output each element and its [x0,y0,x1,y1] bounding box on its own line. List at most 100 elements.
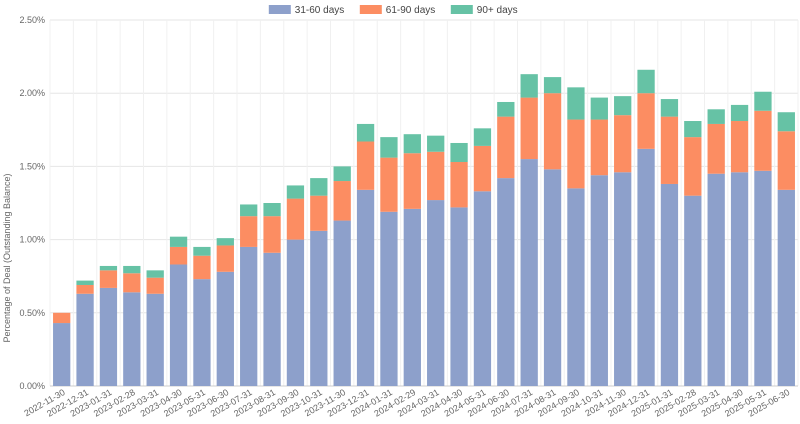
bar-90-days[interactable] [707,109,725,124]
bar-90-days[interactable] [660,99,679,117]
bar-90-days[interactable] [76,280,94,285]
bar-90-days[interactable] [520,74,538,98]
bar-61-90-days[interactable] [380,157,398,212]
bar-61-90-days[interactable] [333,181,351,221]
bar-31-60-days[interactable] [497,178,515,386]
bar-90-days[interactable] [777,112,795,132]
bar-61-90-days[interactable] [53,312,71,324]
bar-90-days[interactable] [684,121,702,138]
bar-31-60-days[interactable] [684,195,702,386]
bar-31-60-days[interactable] [76,293,94,386]
bar-31-60-days[interactable] [473,191,492,386]
bar-61-90-days[interactable] [497,116,515,179]
bar-90-days[interactable] [169,236,188,247]
bar-90-days[interactable] [730,104,749,122]
bar-90-days[interactable] [380,137,398,158]
bar-61-90-days[interactable] [286,198,305,240]
bar-31-60-days[interactable] [520,159,538,386]
bar-61-90-days[interactable] [123,273,141,293]
bar-61-90-days[interactable] [730,121,749,173]
bar-90-days[interactable] [473,128,492,146]
bar-90-days[interactable] [99,265,118,271]
bar-31-60-days[interactable] [193,279,211,386]
bar-90-days[interactable] [310,178,328,196]
bar-61-90-days[interactable] [76,284,94,294]
bar-61-90-days[interactable] [707,123,725,174]
bar-90-days[interactable] [590,97,608,120]
bar-31-60-days[interactable] [754,170,772,386]
bar-90-days[interactable] [543,77,562,94]
bar-31-60-days[interactable] [380,211,398,386]
bar-90-days[interactable] [754,91,772,111]
bar-31-60-days[interactable] [427,200,445,386]
bar-31-60-days[interactable] [123,292,141,386]
bar-31-60-days[interactable] [543,169,562,386]
bar-90-days[interactable] [333,166,351,182]
bar-31-60-days[interactable] [637,148,655,386]
bar-61-90-days[interactable] [614,115,632,173]
bar-31-60-days[interactable] [567,188,585,386]
bar-31-60-days[interactable] [403,208,421,386]
bar-90-days[interactable] [240,204,258,217]
bar-31-60-days[interactable] [146,293,164,386]
bar-61-90-days[interactable] [754,110,772,171]
bar-31-60-days[interactable] [263,252,281,386]
bar-61-90-days[interactable] [310,195,328,231]
bar-61-90-days[interactable] [216,245,234,272]
bar-90-days[interactable] [497,101,515,117]
bar-61-90-days[interactable] [427,151,445,201]
bar-90-days[interactable] [123,265,141,274]
bar-61-90-days[interactable] [637,93,655,149]
bar-61-90-days[interactable] [356,141,375,190]
bar-90-days[interactable] [637,69,655,94]
bar-90-days[interactable] [263,203,281,217]
bar-61-90-days[interactable] [520,97,538,160]
legend-label[interactable]: 31-60 days [295,5,344,16]
bar-90-days[interactable] [286,185,305,199]
bar-31-60-days[interactable] [614,172,632,386]
legend-swatch[interactable] [450,5,473,14]
bar-31-60-days[interactable] [356,189,375,386]
bar-61-90-days[interactable] [240,216,258,247]
bar-61-90-days[interactable] [169,246,188,265]
bar-31-60-days[interactable] [99,287,118,386]
bar-31-60-days[interactable] [286,239,305,386]
bar-31-60-days[interactable] [777,189,795,386]
bar-31-60-days[interactable] [333,220,351,386]
bar-31-60-days[interactable] [216,271,234,386]
bar-31-60-days[interactable] [53,323,71,386]
bar-31-60-days[interactable] [730,172,749,386]
bar-61-90-days[interactable] [99,270,118,288]
bar-61-90-days[interactable] [450,162,468,208]
bar-31-60-days[interactable] [707,173,725,386]
bar-90-days[interactable] [614,96,632,116]
legend-swatch[interactable] [268,5,291,14]
bar-61-90-days[interactable] [263,216,281,253]
bar-31-60-days[interactable] [450,207,468,386]
bar-90-days[interactable] [567,87,585,120]
bar-61-90-days[interactable] [403,153,421,209]
legend-swatch[interactable] [359,5,382,14]
bar-90-days[interactable] [450,142,468,163]
legend-label[interactable]: 90+ days [477,5,518,16]
legend-label[interactable]: 61-90 days [386,5,435,16]
bar-90-days[interactable] [403,134,421,154]
bar-90-days[interactable] [193,246,211,256]
bar-31-60-days[interactable] [310,230,328,386]
bar-90-days[interactable] [356,123,375,142]
bar-31-60-days[interactable] [660,183,679,386]
bar-61-90-days[interactable] [590,119,608,176]
bar-31-60-days[interactable] [240,246,258,386]
bar-61-90-days[interactable] [567,119,585,189]
bar-31-60-days[interactable] [590,175,608,386]
bar-31-60-days[interactable] [169,264,188,386]
bar-90-days[interactable] [216,238,234,246]
bar-61-90-days[interactable] [684,137,702,196]
bar-61-90-days[interactable] [146,277,164,294]
bar-61-90-days[interactable] [193,255,211,280]
bar-90-days[interactable] [146,270,164,278]
bar-61-90-days[interactable] [473,145,492,192]
bar-61-90-days[interactable] [543,93,562,170]
bar-61-90-days[interactable] [660,116,679,184]
bar-61-90-days[interactable] [777,131,795,190]
